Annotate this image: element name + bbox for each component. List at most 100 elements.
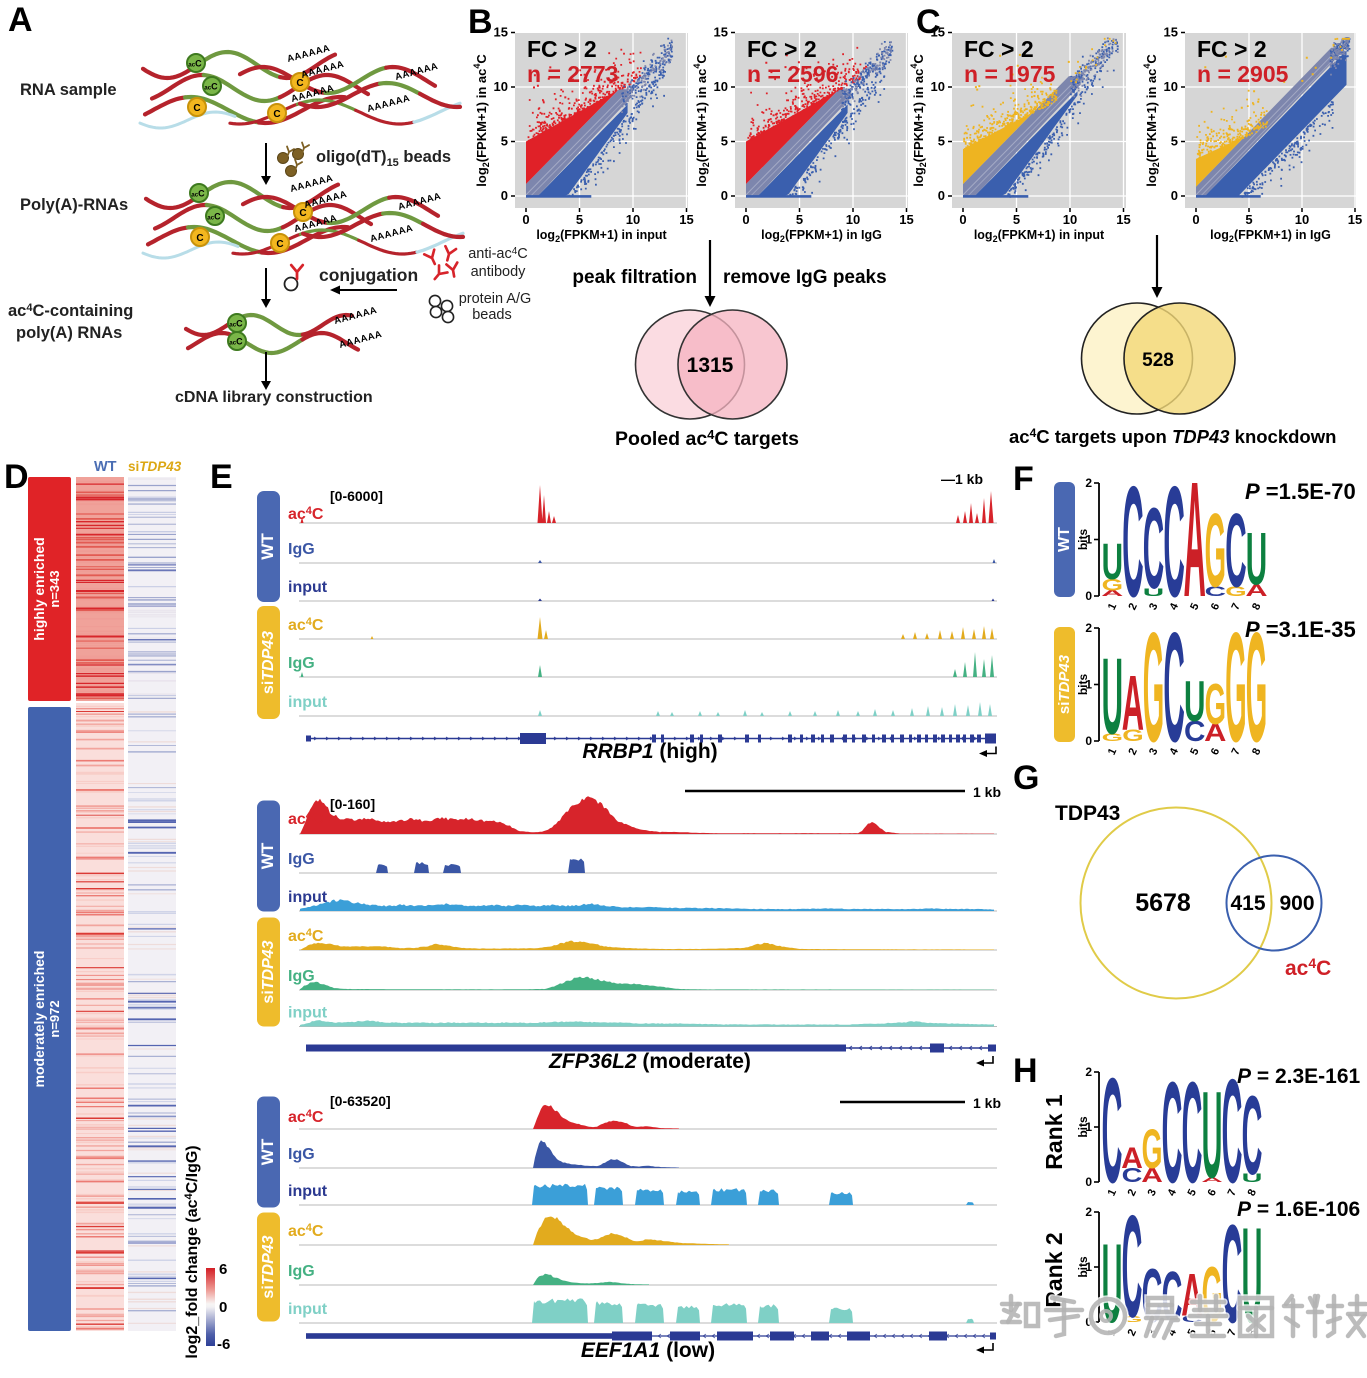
svg-text:U: U — [1102, 533, 1123, 590]
svg-text:C: C — [299, 208, 306, 219]
svg-text:log2(FPKM+1) in ac4C: log2(FPKM+1) in ac4C — [909, 54, 928, 187]
svg-text:peak filtration: peak filtration — [572, 267, 697, 288]
svg-text:2: 2 — [1085, 1065, 1092, 1079]
svg-text:C: C — [1143, 484, 1164, 613]
svg-text:ac4C: ac4C — [288, 1222, 324, 1240]
svg-text:1: 1 — [1085, 678, 1092, 692]
svg-text:5: 5 — [721, 134, 728, 149]
svg-text:0: 0 — [938, 188, 945, 203]
svg-text:3: 3 — [1147, 746, 1160, 757]
svg-text:siTDP43: siTDP43 — [260, 631, 277, 694]
svg-text:bits: bits — [1076, 1116, 1090, 1138]
svg-text:bits: bits — [1076, 529, 1090, 551]
svg-text:E: E — [210, 458, 233, 496]
svg-text:moderately enriched: moderately enriched — [31, 951, 47, 1088]
svg-text:input: input — [288, 1005, 328, 1022]
svg-text:ac4C targets upon TDP43 knockd: ac4C targets upon TDP43 knockdown — [1009, 426, 1336, 447]
svg-text:15: 15 — [1164, 25, 1178, 40]
svg-text:C: C — [1162, 1052, 1183, 1213]
svg-text:1: 1 — [1085, 533, 1092, 547]
svg-text:Poly(A)-RNAs: Poly(A)-RNAs — [20, 196, 128, 214]
svg-text:ac4C: ac4C — [288, 1108, 324, 1126]
svg-text:P =3.1E-35: P =3.1E-35 — [1245, 617, 1356, 642]
svg-text:siTDP43: siTDP43 — [1056, 654, 1073, 714]
svg-text:5: 5 — [1188, 601, 1201, 612]
svg-text:[0-160]: [0-160] — [330, 796, 375, 812]
svg-text:1: 1 — [1085, 1120, 1092, 1134]
svg-text:10: 10 — [1164, 79, 1178, 94]
svg-text:A: A — [1184, 449, 1206, 632]
svg-text:IgG: IgG — [288, 541, 315, 558]
svg-text:D: D — [4, 458, 29, 496]
svg-text:8: 8 — [1246, 1187, 1259, 1198]
svg-text:A: A — [1201, 1176, 1223, 1183]
svg-text:log2(FPKM+1) in ac4C: log2(FPKM+1) in ac4C — [472, 54, 491, 187]
svg-text:beads: beads — [472, 307, 512, 323]
svg-text:log2(FPKM+1) in input: log2(FPKM+1) in input — [974, 228, 1105, 244]
svg-text:IgG: IgG — [288, 968, 315, 985]
svg-text:U: U — [1184, 670, 1205, 734]
svg-text:7: 7 — [1226, 1327, 1239, 1338]
svg-text:C: C — [916, 3, 941, 41]
svg-text:1: 1 — [1106, 1187, 1119, 1198]
svg-text:B: B — [468, 3, 493, 41]
svg-text:5: 5 — [1245, 212, 1252, 227]
svg-text:7: 7 — [1226, 1187, 1239, 1198]
svg-text:U: U — [1102, 635, 1123, 756]
svg-text:15: 15 — [931, 25, 945, 40]
svg-text:WT: WT — [94, 459, 117, 475]
svg-text:EEF1A1 (low): EEF1A1 (low) — [581, 1339, 715, 1362]
svg-text:C: C — [273, 109, 280, 120]
svg-text:G: G — [1225, 583, 1246, 599]
svg-text:C: C — [296, 78, 303, 89]
svg-text:5: 5 — [1188, 746, 1201, 757]
svg-text:4: 4 — [1166, 1187, 1180, 1198]
svg-text:ac4C: ac4C — [288, 810, 324, 828]
svg-text:log2(FPKM+1) in IgG: log2(FPKM+1) in IgG — [761, 228, 882, 244]
svg-text:4: 4 — [1168, 601, 1182, 612]
svg-text:10: 10 — [1063, 212, 1077, 227]
svg-text:U: U — [1102, 1222, 1123, 1347]
svg-text:0: 0 — [501, 188, 508, 203]
svg-text:F: F — [1013, 460, 1034, 498]
svg-text:0: 0 — [1171, 188, 1178, 203]
svg-text:A: A — [8, 1, 33, 39]
svg-text:IgG: IgG — [288, 655, 315, 672]
svg-text:0: 0 — [1085, 589, 1092, 603]
svg-text:U: U — [1246, 518, 1267, 601]
svg-text:Rank 1: Rank 1 — [1041, 1094, 1067, 1170]
svg-text:oligo(dT)15 beads: oligo(dT)15 beads — [316, 148, 451, 169]
svg-text:C: C — [276, 239, 283, 250]
svg-text:U: U — [1202, 1066, 1223, 1204]
svg-text:FC > 2: FC > 2 — [1197, 36, 1267, 62]
svg-text:n = 1975: n = 1975 — [964, 61, 1056, 87]
svg-text:siTDP43: siTDP43 — [260, 1235, 277, 1298]
svg-text:n=343: n=343 — [47, 570, 62, 607]
svg-text:highly enriched: highly enriched — [31, 537, 47, 640]
svg-text:8: 8 — [1250, 601, 1263, 612]
svg-text:n = 2905: n = 2905 — [1197, 61, 1289, 87]
svg-text:15: 15 — [1348, 212, 1362, 227]
svg-text:IgG: IgG — [288, 1263, 315, 1280]
svg-text:0: 0 — [721, 188, 728, 203]
svg-text:G: G — [1102, 575, 1123, 594]
svg-text:ac4C: ac4C — [288, 616, 324, 634]
svg-text:input: input — [288, 889, 328, 906]
svg-text:log2(FPKM+1) in input: log2(FPKM+1) in input — [536, 228, 667, 244]
svg-text:G: G — [1013, 759, 1039, 797]
svg-text:0: 0 — [742, 212, 749, 227]
svg-text:IgG: IgG — [288, 1146, 315, 1163]
svg-text:ac4C: ac4C — [288, 505, 324, 523]
svg-text:log2(FPKM+1) in ac4C: log2(FPKM+1) in ac4C — [1142, 54, 1161, 187]
svg-text:WT: WT — [258, 842, 277, 869]
svg-text:anti-ac4C: anti-ac4C — [468, 246, 528, 262]
svg-text:ac4C-containing: ac4C-containing — [8, 302, 133, 320]
svg-text:A: A — [1101, 589, 1123, 598]
svg-text:WT: WT — [258, 1138, 277, 1165]
svg-text:0: 0 — [1192, 212, 1199, 227]
svg-text:C: C — [1222, 1049, 1243, 1214]
svg-text:G: G — [1143, 600, 1164, 774]
svg-text:ZFP36L2 (moderate): ZFP36L2 (moderate) — [548, 1050, 751, 1073]
svg-text:WT: WT — [258, 533, 277, 560]
svg-text:3: 3 — [1146, 1187, 1159, 1198]
